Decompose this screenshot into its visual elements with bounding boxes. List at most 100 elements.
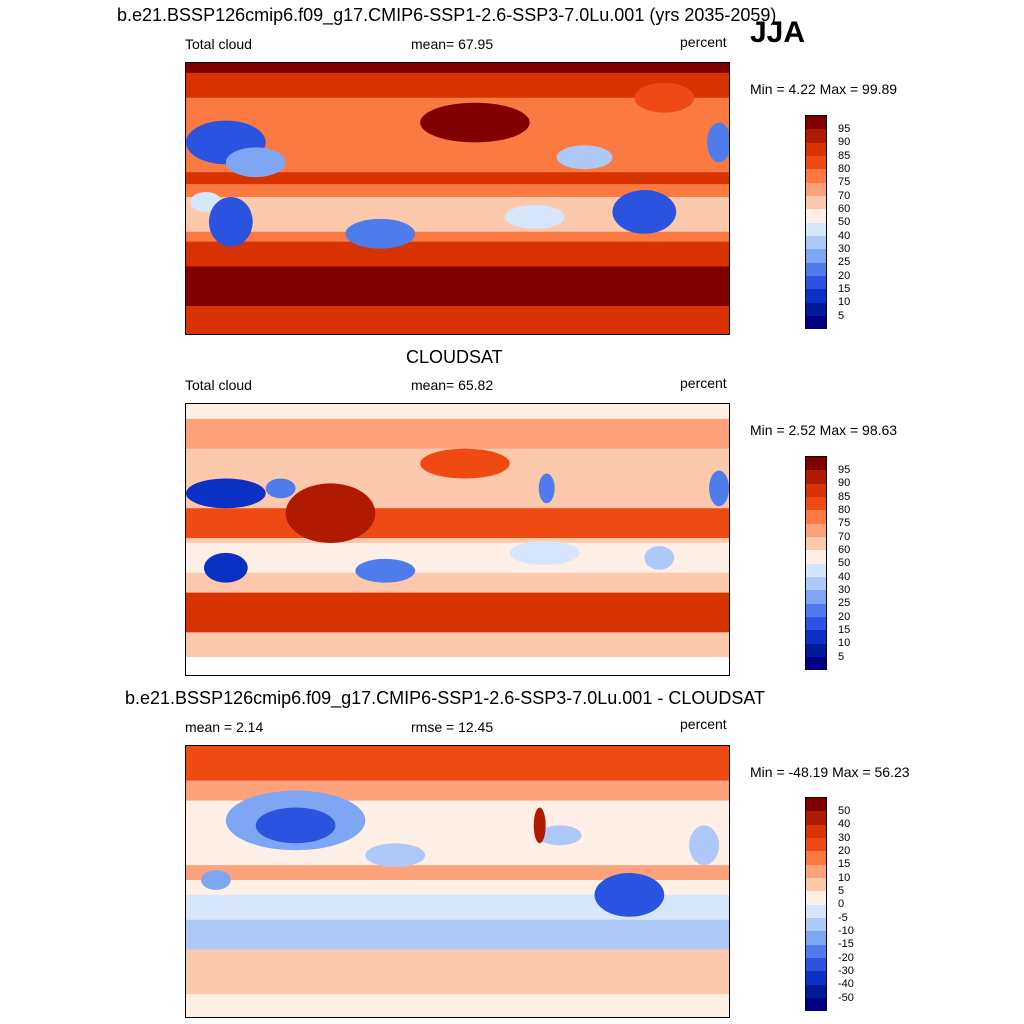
colorbar-swatch (806, 984, 826, 998)
colorbar-swatch (806, 209, 826, 223)
panel-1-map-svg (186, 63, 729, 334)
colorbar-swatch (806, 275, 826, 290)
colorbar-swatch (806, 116, 826, 130)
colorbar-tick-label: -15 (838, 938, 854, 951)
panel-1-minmax: Min = 4.22 Max = 99.89 (750, 81, 898, 97)
panel-3-units-label: percent (680, 716, 727, 732)
panel-1-mean-label: mean= 67.95 (411, 36, 494, 52)
colorbar-swatch (806, 603, 826, 617)
colorbar-tick-label: 30 (838, 242, 851, 255)
colorbar-swatch (806, 563, 826, 577)
colorbar-swatch (806, 550, 826, 564)
panel-2-mean-label: mean= 65.82 (411, 377, 494, 393)
colorbar-swatch (806, 997, 826, 1012)
colorbar-tick-label: 5 (838, 309, 845, 322)
colorbar-swatch (806, 630, 826, 644)
colorbar-swatch (806, 864, 826, 878)
colorbar-swatch (806, 222, 826, 236)
colorbar-swatch (806, 643, 826, 657)
colorbar-swatch (806, 971, 826, 985)
colorbar-swatch (806, 811, 826, 825)
colorbar-swatch (806, 195, 826, 210)
colorbar-swatch (806, 302, 826, 316)
colorbar-tick-label: 75 (838, 517, 851, 530)
colorbar-tick-label: 85 (838, 490, 851, 503)
colorbar-swatch (806, 129, 826, 143)
panel-2-map-svg (186, 404, 729, 675)
colorbar-tick-label: 0 (838, 898, 845, 911)
colorbar-swatch (806, 656, 826, 671)
panel-2-title: CLOUDSAT (406, 347, 503, 367)
panel-2-colorbar (805, 456, 827, 671)
panel-1-map (185, 62, 730, 335)
colorbar-swatch (806, 182, 826, 196)
colorbar-tick-label: 20 (838, 269, 851, 282)
colorbar-tick-label: 95 (838, 463, 851, 476)
colorbar-tick-label: 20 (838, 610, 851, 623)
colorbar-tick-label: 5 (838, 650, 845, 663)
colorbar-tick-label: 50 (838, 557, 851, 570)
colorbar-tick-label: 40 (838, 570, 851, 583)
colorbar-swatch (806, 510, 826, 524)
colorbar-swatch (806, 877, 826, 892)
colorbar-swatch (806, 523, 826, 537)
colorbar-swatch (806, 798, 826, 812)
colorbar-tick-label: 85 (838, 149, 851, 162)
colorbar-swatch (806, 155, 826, 170)
colorbar-swatch (806, 576, 826, 591)
colorbar-tick-label: 40 (838, 818, 851, 831)
colorbar-swatch (806, 483, 826, 497)
colorbar-tick-label: 70 (838, 189, 851, 202)
colorbar-tick-label: 15 (838, 623, 851, 636)
colorbar-swatch (806, 289, 826, 303)
colorbar-tick-label: 60 (838, 543, 851, 556)
colorbar-swatch (806, 235, 826, 250)
colorbar-swatch (806, 590, 826, 604)
colorbar-swatch (806, 931, 826, 945)
colorbar-swatch (806, 891, 826, 905)
colorbar-tick-label: 90 (838, 477, 851, 490)
colorbar-tick-label: 50 (838, 804, 851, 817)
colorbar-tick-label: 95 (838, 122, 851, 135)
colorbar-swatch (806, 169, 826, 183)
colorbar-swatch (806, 457, 826, 471)
colorbar-tick-label: 40 (838, 229, 851, 242)
colorbar-tick-label: -5 (838, 911, 848, 924)
colorbar-swatch (806, 616, 826, 631)
panel-3-mean-label: mean = 2.14 (185, 719, 264, 735)
panel-2-variable-label: Total cloud (185, 377, 252, 393)
colorbar-tick-label: 80 (838, 503, 851, 516)
panel-3-map-svg (186, 746, 729, 1017)
colorbar-swatch (806, 249, 826, 263)
colorbar-tick-label: -40 (838, 978, 854, 991)
season-label: JJA (750, 16, 806, 49)
colorbar-tick-label: 10 (838, 871, 851, 884)
panel-2-units-label: percent (680, 375, 727, 391)
colorbar-tick-label: 50 (838, 216, 851, 229)
colorbar-tick-label: 20 (838, 844, 851, 857)
colorbar-tick-label: 30 (838, 831, 851, 844)
panel-1-variable-label: Total cloud (185, 36, 252, 52)
panel-1-units-label: percent (680, 34, 727, 50)
colorbar-swatch (806, 917, 826, 932)
colorbar-tick-label: 10 (838, 637, 851, 650)
colorbar-swatch (806, 904, 826, 918)
panel-3-minmax: Min = -48.19 Max = 56.23 (750, 764, 910, 780)
colorbar-tick-label: -50 (838, 991, 854, 1004)
colorbar-tick-label: 25 (838, 256, 851, 269)
panel-3-rmse-label: rmse = 12.45 (411, 719, 494, 735)
panel-2-minmax: Min = 2.52 Max = 98.63 (750, 422, 898, 438)
colorbar-tick-label: 15 (838, 282, 851, 295)
panel-3-map (185, 745, 730, 1018)
colorbar-tick-label: 30 (838, 583, 851, 596)
colorbar-tick-label: 80 (838, 162, 851, 175)
colorbar-tick-label: -30 (838, 964, 854, 977)
colorbar-tick-label: 15 (838, 858, 851, 871)
colorbar-tick-label: 70 (838, 530, 851, 543)
colorbar-tick-label: -10 (838, 924, 854, 937)
colorbar-swatch (806, 262, 826, 276)
colorbar-tick-label: 10 (838, 296, 851, 309)
colorbar-swatch (806, 496, 826, 511)
colorbar-tick-label: 90 (838, 136, 851, 149)
colorbar-tick-label: 60 (838, 202, 851, 215)
